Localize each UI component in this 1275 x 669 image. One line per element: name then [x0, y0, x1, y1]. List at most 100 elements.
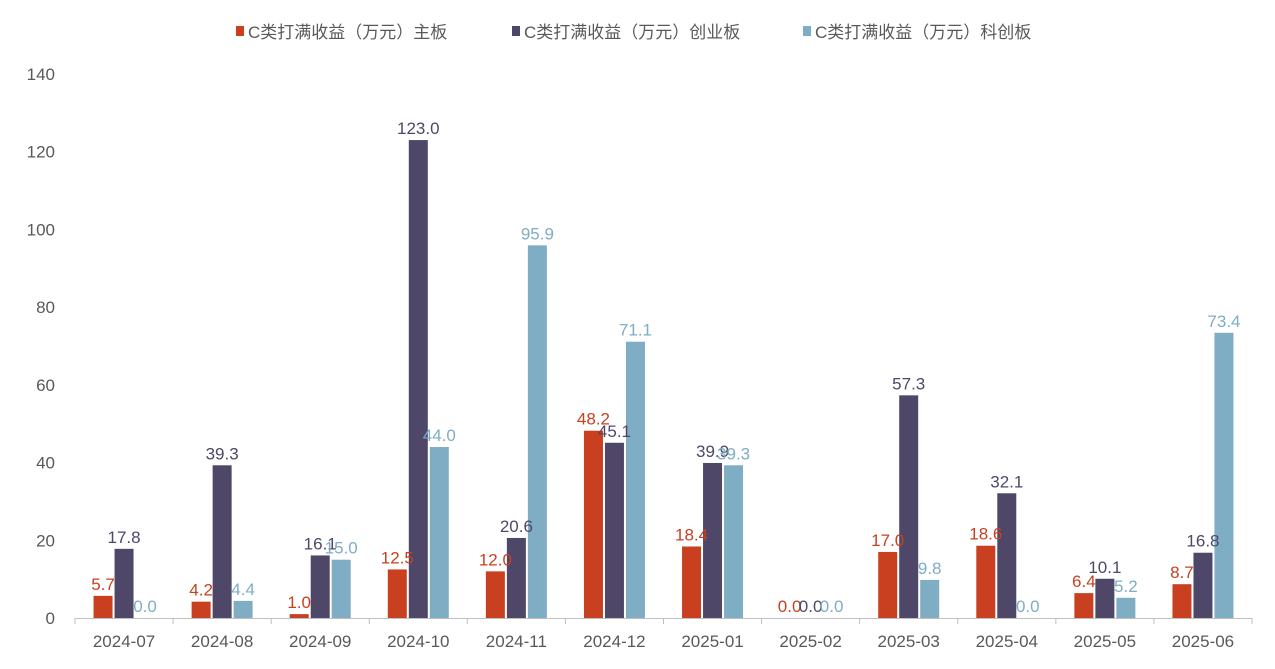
data-label-series-2: 10.1	[1088, 558, 1121, 577]
data-label-series-2: 17.8	[107, 528, 140, 547]
bar-series-3	[429, 447, 449, 618]
legend-swatch-2	[512, 26, 520, 36]
bar-series-3	[920, 579, 940, 618]
bar-series-3	[527, 245, 547, 619]
bar-series-2	[506, 537, 526, 618]
bar-series-2	[899, 395, 919, 618]
x-tick-label: 2024-10	[387, 632, 449, 651]
data-label-series-2: 0.0	[799, 597, 823, 616]
data-label-series-1: 12.5	[381, 548, 414, 567]
bar-series-1	[289, 614, 309, 618]
data-label-series-1: 0.0	[778, 597, 802, 616]
bar-series-1	[682, 546, 702, 618]
data-label-series-1: 18.6	[969, 525, 1002, 544]
bar-series-3	[1214, 332, 1234, 618]
legend-swatch-3	[803, 26, 811, 36]
bar-series-2	[604, 442, 624, 618]
bar-series-1	[485, 571, 505, 618]
bar-series-1	[387, 569, 407, 618]
data-label-series-1: 18.4	[675, 526, 708, 545]
bar-series-1	[878, 551, 898, 618]
data-labels: 5.7 17.8 0.0 4.2 39.3 4.4 1.0 16.115.0 12.5 123.0…	[91, 119, 1240, 616]
data-label-series-2: 39.9	[696, 442, 729, 461]
bar-series-2	[1193, 552, 1213, 618]
data-label-series-3: 95.9	[521, 224, 554, 243]
bar-series-1	[93, 595, 113, 618]
data-label-series-3: 39.3	[717, 444, 750, 463]
data-label-series-3: 0.0	[133, 597, 157, 616]
y-tick-label: 0	[46, 609, 55, 628]
x-tick-label: 2024-08	[191, 632, 253, 651]
bar-series-1	[191, 601, 211, 618]
x-tick-label: 2024-11	[486, 632, 547, 651]
data-label-series-1: 48.2	[577, 410, 610, 429]
data-label-series-2: 16.1	[304, 534, 337, 553]
bar-series-3	[233, 600, 253, 618]
x-tick-label: 2024-07	[93, 632, 155, 651]
y-axis: 0 20 40 60 80 100 120 140	[27, 65, 55, 628]
y-tick-label: 100	[27, 220, 55, 239]
bar-series-3	[331, 559, 351, 618]
x-tick-label: 2025-04	[976, 632, 1038, 651]
data-label-series-1: 1.0	[287, 593, 311, 612]
data-label-series-2: 57.3	[892, 374, 925, 393]
bar-series-3	[625, 341, 645, 618]
data-label-series-3: 73.4	[1207, 312, 1240, 331]
x-axis: 2024-07 2024-08 2024-09 2024-10 2024-11 2024-…	[74, 618, 1253, 651]
y-tick-label: 120	[27, 143, 55, 162]
bar-series-2	[703, 462, 723, 618]
bar-series-2	[114, 548, 134, 618]
y-tick-label: 80	[36, 298, 55, 317]
data-label-series-3: 71.1	[619, 321, 652, 340]
legend-label-1: C类打满收益（万元）主板	[248, 23, 447, 42]
data-label-series-2: 20.6	[500, 517, 533, 536]
legend: C类打满收益（万元）主板 C类打满收益（万元）创业板 C类打满收益（万元）科创板	[236, 23, 1031, 42]
bar-series-2	[212, 465, 232, 618]
legend-swatch-1	[236, 26, 244, 36]
data-label-series-1: 6.4	[1072, 572, 1096, 591]
legend-label-3: C类打满收益（万元）科创板	[815, 23, 1031, 42]
data-label-series-3: 44.0	[423, 426, 456, 445]
bar-series-1	[1074, 593, 1094, 618]
data-label-series-2: 32.1	[990, 472, 1023, 491]
data-label-series-3: 15.0	[325, 539, 358, 558]
data-label-series-3: 0.0	[1016, 597, 1040, 616]
bar-series-2	[1095, 578, 1115, 618]
legend-label-2: C类打满收益（万元）创业板	[524, 23, 740, 42]
y-tick-label: 40	[36, 454, 55, 473]
data-label-series-2: 16.8	[1186, 532, 1219, 551]
bar-series-3	[1116, 597, 1136, 618]
data-label-series-1: 4.2	[189, 581, 213, 600]
x-tick-label: 2024-09	[289, 632, 351, 651]
x-tick-label: 2025-03	[878, 632, 940, 651]
bar-series-2	[310, 555, 330, 618]
bar-series-1	[976, 545, 996, 618]
y-tick-label: 140	[27, 65, 55, 84]
x-tick-label: 2025-05	[1074, 632, 1136, 651]
data-label-series-3: 9.8	[918, 559, 942, 578]
data-label-series-2: 123.0	[397, 119, 440, 138]
bar-series-3	[724, 465, 744, 618]
data-label-series-1: 8.7	[1170, 563, 1194, 582]
x-tick-label: 2025-06	[1172, 632, 1234, 651]
bar-series-1	[583, 430, 603, 618]
y-tick-label: 60	[36, 376, 55, 395]
bar-series-2	[997, 493, 1017, 618]
bar-series-2	[408, 140, 428, 619]
x-tick-label: 2024-12	[583, 632, 645, 651]
bars	[93, 140, 1234, 619]
x-tick-label: 2025-02	[779, 632, 841, 651]
bar-series-1	[1172, 584, 1192, 618]
data-label-series-1: 5.7	[91, 575, 115, 594]
y-tick-label: 20	[36, 531, 55, 550]
data-label-series-1: 12.0	[479, 550, 512, 569]
x-tick-label: 2025-01	[681, 632, 743, 651]
data-label-series-3: 0.0	[820, 597, 844, 616]
data-label-series-3: 5.2	[1114, 577, 1138, 596]
data-label-series-3: 4.4	[231, 580, 255, 599]
data-label-series-2: 45.1	[598, 422, 631, 441]
data-label-series-2: 39.3	[206, 444, 239, 463]
data-label-series-1: 17.0	[871, 531, 904, 550]
